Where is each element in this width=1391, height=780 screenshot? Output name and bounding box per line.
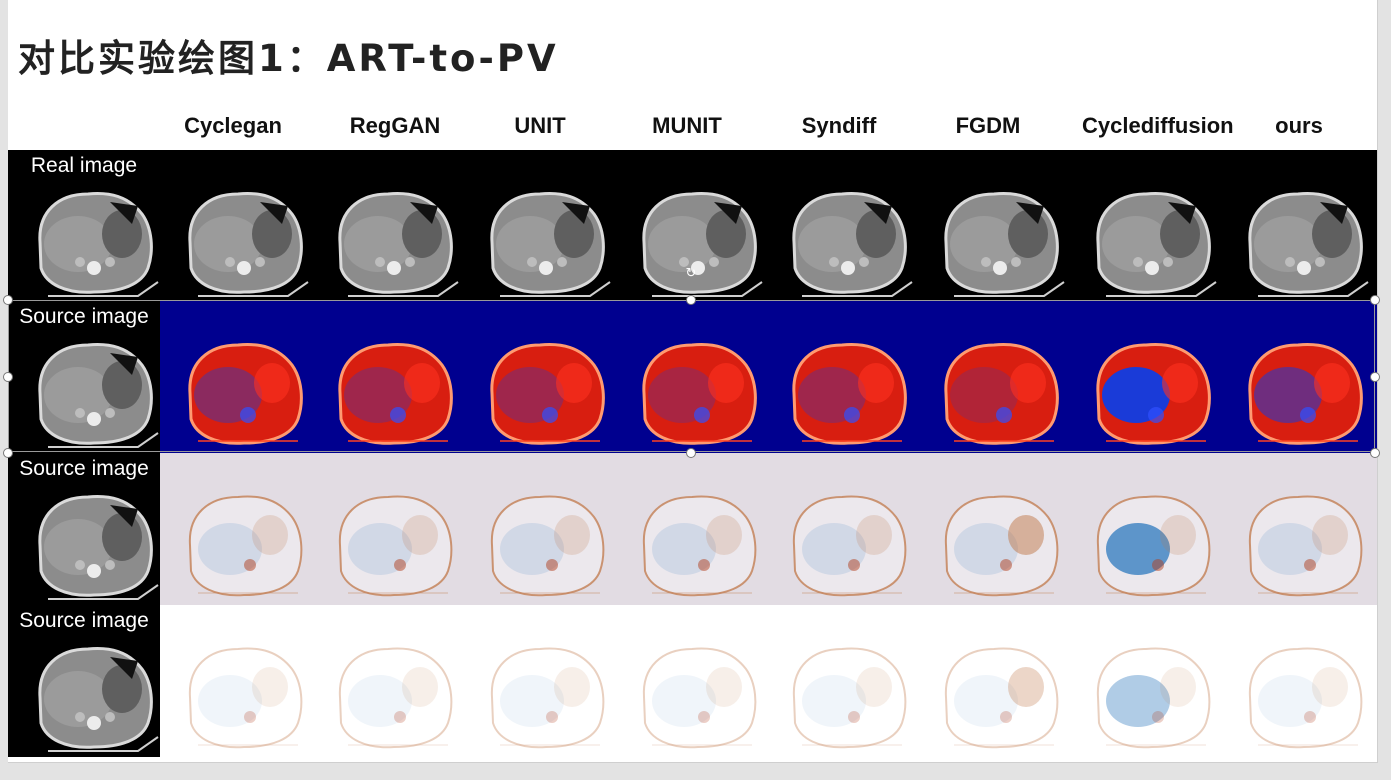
resize-handle[interactable] — [1370, 448, 1380, 458]
error-map-image — [1076, 323, 1226, 451]
difference-map-image — [924, 627, 1074, 755]
difference-map-image — [470, 475, 620, 603]
ct-scan-image — [318, 172, 468, 300]
difference-map-image — [318, 475, 468, 603]
resize-handle[interactable] — [686, 295, 696, 305]
row-label: Source image — [19, 305, 149, 328]
image-row: Source image — [8, 605, 1377, 757]
difference-map-image — [470, 627, 620, 755]
row-label: Real image — [30, 154, 138, 177]
ct-scan-image — [924, 172, 1074, 300]
difference-map-image — [168, 475, 318, 603]
error-map-image — [470, 323, 620, 451]
column-header: Syndiff — [801, 113, 877, 138]
image-row: Source image — [8, 301, 1377, 453]
difference-map-image — [168, 627, 318, 755]
error-map-image — [924, 323, 1074, 451]
column-header: FGDM — [955, 113, 1021, 138]
error-map-image — [1228, 323, 1377, 451]
difference-map-image — [1076, 627, 1226, 755]
ct-scan-image — [1228, 172, 1377, 300]
difference-map-image — [318, 627, 468, 755]
rotate-icon[interactable]: ↻ — [685, 266, 697, 281]
row-label: Source image — [19, 457, 149, 480]
resize-handle[interactable] — [1370, 372, 1380, 382]
difference-map-image — [1228, 627, 1377, 755]
error-map-image — [318, 323, 468, 451]
column-header: MUNIT — [652, 113, 722, 138]
resize-handle[interactable] — [3, 372, 13, 382]
column-header: UNIT — [514, 113, 566, 138]
ct-scan-image — [168, 172, 318, 300]
resize-handle[interactable] — [1370, 295, 1380, 305]
image-row: Source image — [8, 453, 1377, 605]
resize-handle[interactable] — [686, 448, 696, 458]
ct-scan-image — [18, 172, 168, 300]
column-header: ours — [1275, 113, 1323, 138]
ct-scan-image — [772, 172, 922, 300]
column-header: Cyclediffusion — [1082, 113, 1234, 138]
ct-scan-image — [18, 475, 168, 603]
ct-scan-image — [1076, 172, 1226, 300]
difference-map-image — [1076, 475, 1226, 603]
difference-map-image — [772, 627, 922, 755]
row-label: Source image — [19, 609, 149, 632]
column-header: RegGAN — [349, 113, 441, 138]
ct-scan-image — [470, 172, 620, 300]
column-header: Cyclegan — [184, 113, 282, 138]
ct-scan-image — [18, 323, 168, 451]
difference-map-image — [622, 475, 772, 603]
error-map-image — [622, 323, 772, 451]
resize-handle[interactable] — [3, 448, 13, 458]
difference-map-image — [772, 475, 922, 603]
difference-map-image — [1228, 475, 1377, 603]
slide-canvas[interactable]: 对比实验绘图1：ART-to-PV Cyclegan RegGAN UNIT M… — [8, 0, 1378, 763]
image-row: Real image — [8, 150, 1377, 302]
ct-scan-image — [622, 172, 772, 300]
error-map-image — [168, 323, 318, 451]
difference-map-image — [622, 627, 772, 755]
resize-handle[interactable] — [3, 295, 13, 305]
error-map-image — [772, 323, 922, 451]
difference-map-image — [924, 475, 1074, 603]
slide-title[interactable]: 对比实验绘图1：ART-to-PV — [18, 37, 559, 80]
ct-scan-image — [18, 627, 168, 755]
